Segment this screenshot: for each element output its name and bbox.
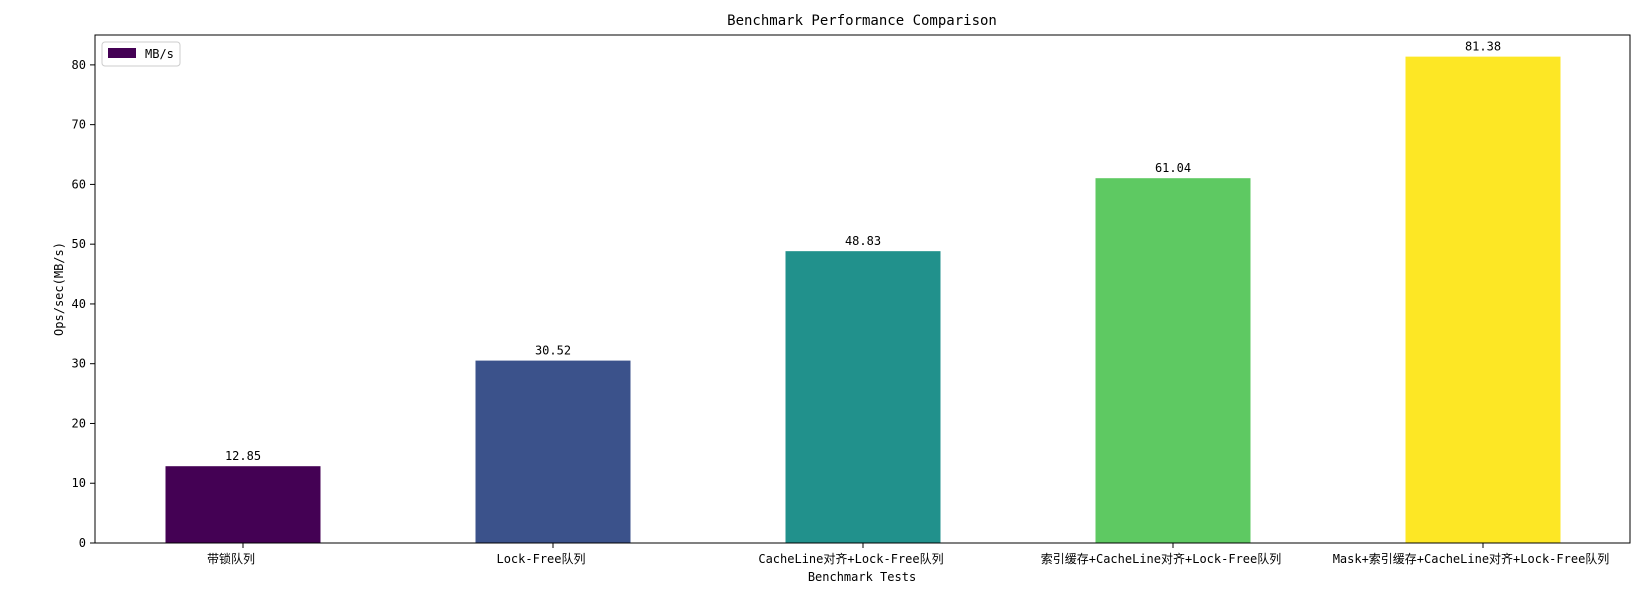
y-tick-label-5: 50 <box>72 237 86 251</box>
x-tick-label-1: 带锁队列 <box>207 551 255 566</box>
legend-series-label: MB/s <box>145 47 174 61</box>
x-tick-label-3: CacheLine对齐+Lock-Free队列 <box>758 551 943 566</box>
bars-layer: 12.85 30.52 48.83 61.04 81.38 <box>165 40 1561 543</box>
y-tick-label-3: 30 <box>72 357 86 371</box>
ticks-layer: 带锁队列 Lock-Free队列 CacheLine对齐+Lock-Free队列 索引… <box>72 58 1610 566</box>
bar-value-label-1: 12.85 <box>225 449 261 463</box>
x-tick-label-4: 索引缓存+CacheLine对齐+Lock-Free队列 <box>1041 551 1282 566</box>
bar-value-label-3: 48.83 <box>845 234 881 248</box>
chart-title: Benchmark Performance Comparison <box>727 13 997 29</box>
y-axis-label: Ops/sec(MB/s) <box>52 242 66 336</box>
bar-value-label-5: 81.38 <box>1465 40 1501 54</box>
x-tick-label-2: Lock-Free队列 <box>496 551 585 566</box>
bar-value-label-4: 61.04 <box>1155 161 1191 175</box>
y-tick-label-2: 20 <box>72 416 86 430</box>
bar-4 <box>1095 178 1251 543</box>
bar-1 <box>165 466 321 543</box>
legend-swatch <box>108 48 136 58</box>
x-axis-label: Benchmark Tests <box>808 570 916 584</box>
bar-2 <box>475 360 631 543</box>
legend: MB/s <box>101 41 181 67</box>
y-tick-label-7: 70 <box>72 118 86 132</box>
bar-5 <box>1405 56 1561 543</box>
plot-frame <box>94 34 1631 544</box>
y-tick-label-6: 60 <box>72 177 86 191</box>
bar-3 <box>785 251 941 543</box>
y-tick-label-1: 10 <box>72 476 86 490</box>
y-tick-label-4: 40 <box>72 297 86 311</box>
y-tick-label-0: 0 <box>79 536 86 550</box>
y-tick-label-8: 80 <box>72 58 86 72</box>
bar-value-label-2: 30.52 <box>535 344 571 358</box>
x-tick-label-5: Mask+索引缓存+CacheLine对齐+Lock-Free队列 <box>1333 551 1610 566</box>
